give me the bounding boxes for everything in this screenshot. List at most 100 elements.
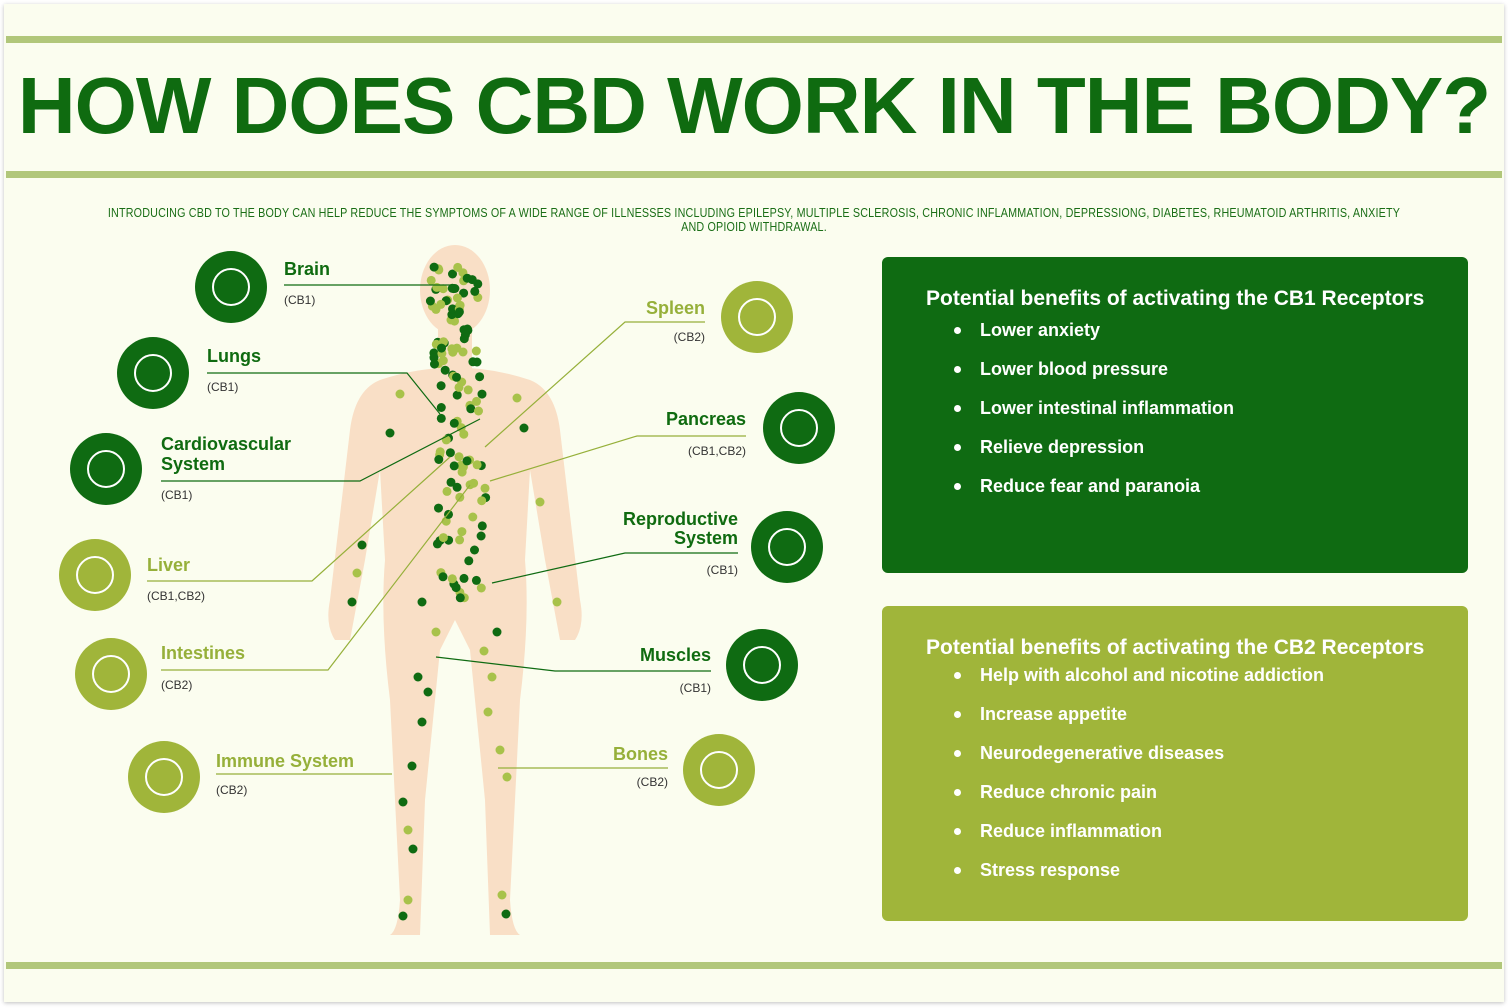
spleen-label: Spleen — [645, 298, 705, 318]
receptor-dot — [457, 527, 467, 537]
receptor-dot — [357, 540, 367, 550]
receptor-dot — [512, 393, 522, 403]
receptor-dot — [535, 497, 545, 507]
receptor-dot — [479, 646, 489, 656]
cb2-benefits-list: Help with alcohol and nicotine addiction… — [954, 664, 1468, 898]
top-rule — [6, 36, 1502, 43]
lungs-receptors: (CB1) — [207, 380, 239, 394]
receptor-dot — [431, 627, 441, 637]
receptor-dot — [452, 343, 462, 353]
receptor-dot — [448, 269, 457, 279]
subtitle: INTRODUCING CBD TO THE BODY CAN HELP RED… — [107, 206, 1401, 234]
intestines-receptors: (CB2) — [161, 678, 193, 692]
receptor-dot — [477, 521, 487, 531]
receptor-dot — [552, 597, 562, 607]
receptor-dot — [487, 672, 497, 682]
cb1-heading: Potential benefits of activating the CB1… — [926, 287, 1425, 310]
brain-label: Brain — [284, 259, 331, 279]
receptor-dot — [398, 911, 408, 921]
receptor-dot — [437, 343, 446, 353]
receptor-dot — [434, 503, 443, 513]
receptor-dot — [347, 597, 357, 607]
receptor-dot — [459, 288, 469, 298]
receptor-dot — [471, 346, 481, 356]
muscles-receptors: (CB1) — [679, 681, 711, 695]
receptor-dot — [460, 330, 470, 340]
bones-receptors: (CB2) — [636, 775, 668, 789]
receptor-dot — [495, 745, 505, 755]
list-item: Reduce chronic pain — [954, 781, 1468, 820]
pancreas-receptors: (CB1,CB2) — [687, 444, 746, 458]
list-item: Stress response — [954, 859, 1468, 898]
receptor-dot — [466, 404, 476, 414]
receptor-dot — [452, 293, 462, 303]
lungs-label: Lungs — [207, 346, 261, 366]
receptor-dot — [501, 909, 511, 919]
list-item: Lower anxiety — [954, 319, 1468, 358]
receptor-dot — [452, 482, 462, 492]
receptor-dot — [471, 575, 481, 585]
receptor-dot — [469, 478, 479, 488]
receptor-dot — [519, 423, 529, 433]
receptor-dot — [455, 593, 465, 603]
receptor-dot — [454, 307, 464, 317]
cells-icon — [128, 741, 200, 813]
list-item: Neurodegenerative diseases — [954, 742, 1468, 781]
receptor-dot — [408, 844, 418, 854]
cb1-benefits-panel: Potential benefits of activating the CB1… — [882, 257, 1468, 573]
receptor-dot — [475, 372, 485, 382]
receptor-dot — [462, 456, 472, 466]
receptor-dot — [474, 406, 483, 416]
repro-line — [491, 552, 738, 584]
repro-label-1: Reproductive — [622, 509, 738, 529]
bone-icon — [683, 734, 755, 806]
liver-receptors: (CB1,CB2) — [147, 589, 206, 603]
receptor-dot — [423, 687, 433, 697]
receptor-dot — [430, 359, 439, 369]
receptor-dot — [449, 461, 459, 471]
cardio-label-1: Cardiovascular — [161, 434, 292, 454]
receptor-dot — [472, 396, 481, 406]
receptor-dot — [459, 573, 469, 583]
immune-receptors: (CB2) — [216, 783, 248, 797]
receptor-dot — [449, 418, 459, 428]
receptor-dot — [448, 304, 457, 314]
page-title: HOW DOES CBD WORK IN THE BODY? — [17, 61, 1491, 150]
receptor-dot — [445, 448, 455, 458]
receptor-dot — [476, 583, 486, 593]
bottom-rule — [6, 962, 1502, 969]
receptor-dot — [395, 389, 405, 399]
intestines-icon — [75, 638, 147, 710]
receptor-dot — [438, 356, 448, 366]
receptor-dot — [472, 460, 482, 470]
receptor-dot — [403, 825, 413, 835]
liver-line — [147, 456, 451, 582]
receptor-dot — [454, 452, 464, 462]
receptor-dot — [449, 284, 458, 294]
receptor-dot — [453, 262, 463, 272]
list-item: Lower intestinal inflammation — [954, 397, 1468, 436]
receptor-dot — [483, 707, 493, 717]
lungs-line — [207, 372, 441, 415]
brain-receptors: (CB1) — [284, 293, 316, 307]
receptor-dot — [459, 429, 469, 439]
receptor-dot — [492, 627, 502, 637]
title-rule — [6, 171, 1502, 178]
spleen-line — [484, 321, 705, 448]
receptor-dot — [468, 357, 478, 367]
cb2-heading: Potential benefits of activating the CB2… — [926, 636, 1425, 659]
lungs-icon — [117, 337, 189, 409]
receptor-dot — [464, 556, 474, 566]
receptor-dot — [470, 286, 480, 296]
list-item: Reduce inflammation — [954, 820, 1468, 859]
receptor-dot — [480, 483, 490, 493]
receptor-dot — [403, 895, 413, 905]
spleen-receptors: (CB2) — [673, 330, 705, 344]
receptor-dot — [429, 262, 439, 272]
pancreas-label: Pancreas — [665, 409, 746, 429]
receptor-dot — [497, 890, 507, 900]
cb1-benefits-list: Lower anxiety Lower blood pressure Lower… — [954, 319, 1468, 514]
receptor-dot — [476, 531, 486, 541]
receptor-dot — [417, 717, 427, 727]
receptor-dot — [398, 797, 408, 807]
